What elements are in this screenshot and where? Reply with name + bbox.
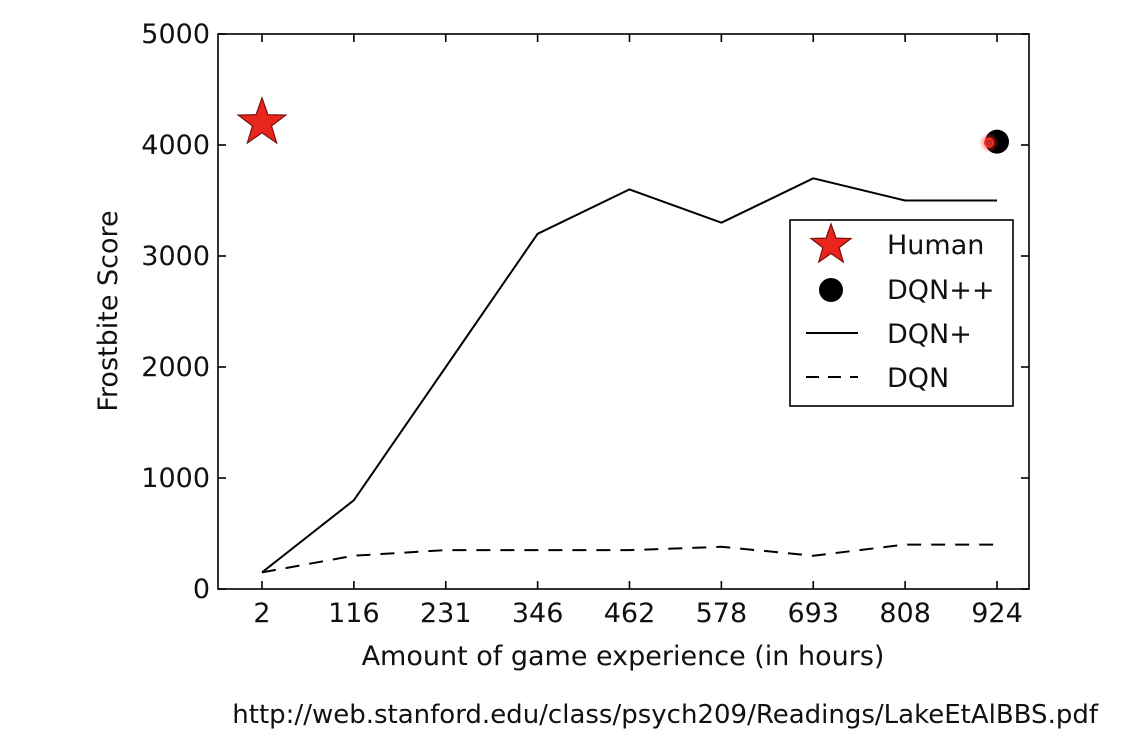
legend-label-dqnpp: DQN++ (887, 275, 995, 306)
x-tick-label-116: 116 (328, 598, 380, 629)
y-tick-label-2000: 2000 (141, 352, 210, 383)
x-tick-label-693: 693 (787, 598, 839, 629)
legend-dqnpp-circle-icon (819, 278, 843, 302)
y-tick-label-1000: 1000 (141, 463, 210, 494)
legend-label-dqn: DQN (887, 363, 949, 394)
series-line-dqnp (261, 177, 997, 574)
y-axis: 0 1000 2000 3000 4000 5000 (141, 19, 1029, 605)
y-tick-label-5000: 5000 (141, 19, 210, 50)
series-layer (261, 177, 997, 574)
point-dqnpp-highlight (979, 132, 999, 153)
series-line-dqn (261, 543, 997, 574)
y-tick-label-4000: 4000 (141, 130, 210, 161)
legend: Human DQN++ DQN+ DQN (789, 219, 1014, 407)
x-tick-label-924: 924 (971, 598, 1023, 629)
x-tick-label-346: 346 (512, 598, 564, 629)
points-layer (236, 95, 1009, 154)
chart: 0 1000 2000 3000 4000 5000 2 116 231 346 462 578 69… (93, 19, 1030, 672)
legend-label-human: Human (887, 230, 984, 261)
x-tick-label-231: 231 (420, 598, 472, 629)
x-tick-label-462: 462 (604, 598, 656, 629)
point-human-star (236, 95, 288, 145)
point-dqnpp-highlight-ring (984, 137, 994, 148)
source-url: http://web.stanford.edu/class/psych209/R… (232, 700, 1098, 730)
legend-label-dqnp: DQN+ (887, 319, 972, 350)
x-tick-label-578: 578 (696, 598, 748, 629)
y-axis-label: Frostbite Score (93, 210, 124, 411)
y-tick-label-3000: 3000 (141, 241, 210, 272)
x-axis: 2 116 231 346 462 578 693 808 924 (253, 34, 1023, 629)
x-tick-label-2: 2 (253, 598, 270, 629)
x-tick-label-808: 808 (879, 598, 931, 629)
y-tick-label-0: 0 (193, 574, 210, 605)
x-axis-label: Amount of game experience (in hours) (362, 641, 885, 672)
legend-human-star-icon (809, 222, 853, 264)
